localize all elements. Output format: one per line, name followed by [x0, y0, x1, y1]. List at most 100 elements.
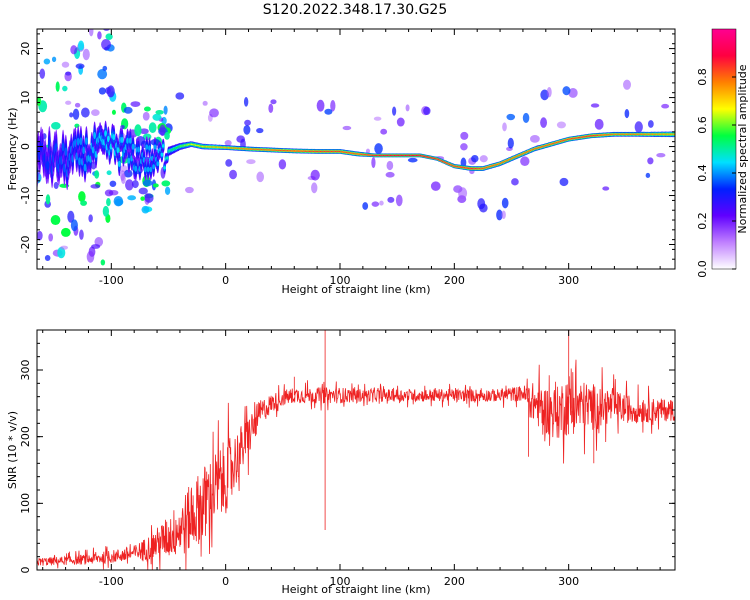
- spectrogram-ridge-cell: [116, 147, 120, 154]
- spectrogram-cell: [164, 186, 171, 195]
- spectrogram-cell: [50, 274, 59, 285]
- spectrogram-ridge-cell: [84, 137, 88, 145]
- spectrogram-cell: [143, 106, 151, 112]
- spectrogram-cell: [164, 131, 170, 140]
- spectrogram-cell: [159, 124, 166, 137]
- spectrogram-cell: [407, 157, 418, 163]
- spectrogram-cell: [278, 159, 287, 170]
- snr-y-tick-label: 300: [19, 360, 32, 381]
- spectrogram-cell: [106, 85, 115, 98]
- spectrogram-cell: [79, 229, 84, 240]
- spectrogram-cell: [102, 65, 108, 71]
- spectrogram-cell: [656, 153, 666, 158]
- spectrogram-ridge-cell: [131, 143, 135, 150]
- spectrogram-cell: [100, 259, 106, 266]
- spectrogram-cell: [529, 135, 540, 143]
- spectrogram-cell: [98, 87, 106, 95]
- spectrogram-cell: [71, 269, 76, 273]
- spectrogram-cell: [311, 182, 318, 194]
- spectrogram-cell: [386, 160, 394, 171]
- spectrogram-cell: [45, 194, 51, 205]
- spectrogram-cell: [310, 169, 320, 181]
- spectrogram-cell: [155, 109, 164, 115]
- spectrogram-cell: [647, 157, 654, 165]
- spectrogram-ridge-cell: [127, 157, 131, 164]
- spectrogram-cell: [120, 173, 126, 185]
- spectrogram-cell: [105, 33, 113, 41]
- spectrogram-ridge-cell: [78, 157, 81, 166]
- spectrogram-cell: [362, 202, 369, 210]
- spectrogram-cell: [139, 128, 149, 135]
- spectrogram-cell: [371, 157, 376, 169]
- spectrogram-cell: [44, 255, 51, 262]
- snr-x-tick-label: 300: [558, 575, 579, 588]
- spectrogram-cell: [142, 179, 153, 187]
- spectrogram-cell: [111, 109, 116, 115]
- spectrogram-cell: [243, 125, 251, 135]
- spectrogram-cell: [152, 183, 159, 188]
- spectrogram-cell: [562, 86, 571, 96]
- spectrogram-cell: [209, 108, 219, 118]
- spectrogram-cell: [109, 180, 117, 187]
- spectrogram-cell: [67, 210, 75, 223]
- spectrogram-cell: [385, 171, 395, 178]
- spectrogram-cell: [161, 180, 171, 187]
- spectrogram-cell: [78, 191, 86, 203]
- spectrogram-ridge-cell: [91, 146, 95, 154]
- spectrogram-cell: [120, 124, 125, 129]
- spectrogram-ridge-cell: [152, 164, 156, 170]
- spectrogram-ridge-cell: [156, 161, 160, 167]
- figure-title: S120.2022.348.17.30.G25: [263, 2, 448, 18]
- spectrogram-cell: [61, 61, 70, 68]
- spectrogram-ridge-cell: [148, 145, 151, 151]
- colorbar-ticks: 0.0 0.2 0.4 0.6 0.8: [696, 68, 736, 278]
- spectrogram-cell: [80, 200, 88, 206]
- spectrogram-cell: [81, 107, 90, 118]
- spectrogram-cell: [256, 171, 265, 183]
- spectrogram-ridge-cell: [82, 146, 86, 155]
- spectrogram-x-tick-label: 100: [329, 274, 350, 287]
- spectrogram-ridge-cell: [146, 166, 150, 173]
- spectrogram-cell: [396, 117, 405, 127]
- spectrogram-cell: [90, 184, 101, 189]
- spectrogram-cell: [175, 92, 185, 100]
- spectrogram-cell: [556, 121, 567, 129]
- colorbar-tick-label: 0.6: [696, 116, 709, 134]
- spectrogram-x-tick-label: 200: [444, 274, 465, 287]
- snr-y-tick-label: 0: [19, 567, 32, 574]
- spectrogram-cell: [70, 219, 78, 232]
- spectrogram-cell: [60, 227, 71, 237]
- spectrogram-x-tick-label: 0: [222, 274, 229, 287]
- spectrogram-cell: [540, 117, 548, 128]
- spectrogram-cell: [373, 116, 382, 121]
- snr-y-tick-label: 100: [19, 493, 32, 514]
- spectrogram-cell: [102, 205, 110, 217]
- spectrogram-cell: [37, 230, 43, 241]
- spectrogram-cell: [624, 108, 630, 119]
- spectrogram-ridge-cell: [93, 132, 97, 140]
- spectrogram-cell: [316, 99, 325, 112]
- spectrogram-cell: [104, 189, 114, 197]
- spectrogram-cell: [62, 85, 68, 92]
- spectrogram-ridge-cell: [163, 166, 167, 170]
- spectrogram-cell: [140, 196, 145, 201]
- spectrogram-cell: [501, 210, 506, 220]
- spectrogram-cell: [506, 113, 516, 121]
- spectrogram-cell: [330, 100, 336, 112]
- spectrogram-cell: [82, 48, 90, 61]
- spectrogram-cell: [106, 197, 111, 207]
- spectrogram-cell: [392, 106, 397, 116]
- snr-axes: -100 0 100 200 300 0 100 200 300: [19, 329, 675, 588]
- spectrogram-cell: [86, 251, 95, 263]
- spectrogram-y-tick-label: 10: [19, 91, 32, 105]
- spectrogram-cell: [90, 161, 97, 170]
- spectrogram-cell: [602, 186, 610, 191]
- spectrogram-ridge-cell: [143, 166, 147, 173]
- spectrogram-cell: [405, 104, 410, 112]
- snr-x-tick-label: 200: [444, 575, 465, 588]
- spectrogram-cell: [324, 108, 333, 115]
- colorbar-label: Normalized spectral amplitude: [736, 64, 749, 233]
- spectrogram-cell: [163, 105, 168, 115]
- spectrogram-ridge-cell: [120, 136, 124, 144]
- spectrogram-ridge-cell: [64, 147, 68, 156]
